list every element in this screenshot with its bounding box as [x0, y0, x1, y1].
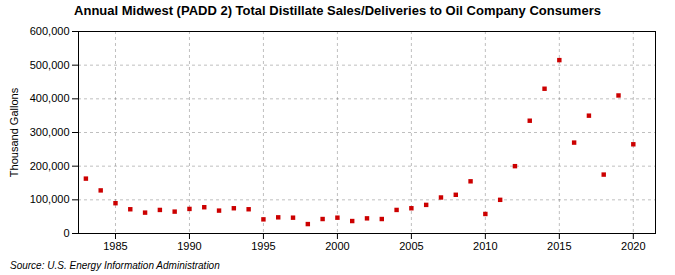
svg-text:100,000: 100,000: [30, 193, 70, 205]
svg-text:2010: 2010: [473, 240, 497, 252]
svg-text:2015: 2015: [547, 240, 571, 252]
svg-text:400,000: 400,000: [30, 92, 70, 104]
html-text:Source: U.S. Energy Informatio: Source: U.S. Energy Information Administ…: [10, 260, 220, 271]
svg-text:1995: 1995: [251, 240, 275, 252]
svg-text:1985: 1985: [103, 240, 127, 252]
svg-text:0: 0: [63, 227, 69, 239]
svg-text:600,000: 600,000: [30, 25, 70, 37]
svg-text:2000: 2000: [325, 240, 349, 252]
svg-text:1990: 1990: [177, 240, 201, 252]
svg-text:200,000: 200,000: [30, 160, 70, 172]
svg-text:500,000: 500,000: [30, 59, 70, 71]
svg-text:300,000: 300,000: [30, 126, 70, 138]
svg-text:2020: 2020: [621, 240, 645, 252]
html-text:Annual Midwest (PADD 2) Total: Annual Midwest (PADD 2) Total Distillate…: [74, 3, 601, 18]
svg-text:Thousand Gallons: Thousand Gallons: [8, 87, 20, 177]
svg-text:2005: 2005: [399, 240, 423, 252]
